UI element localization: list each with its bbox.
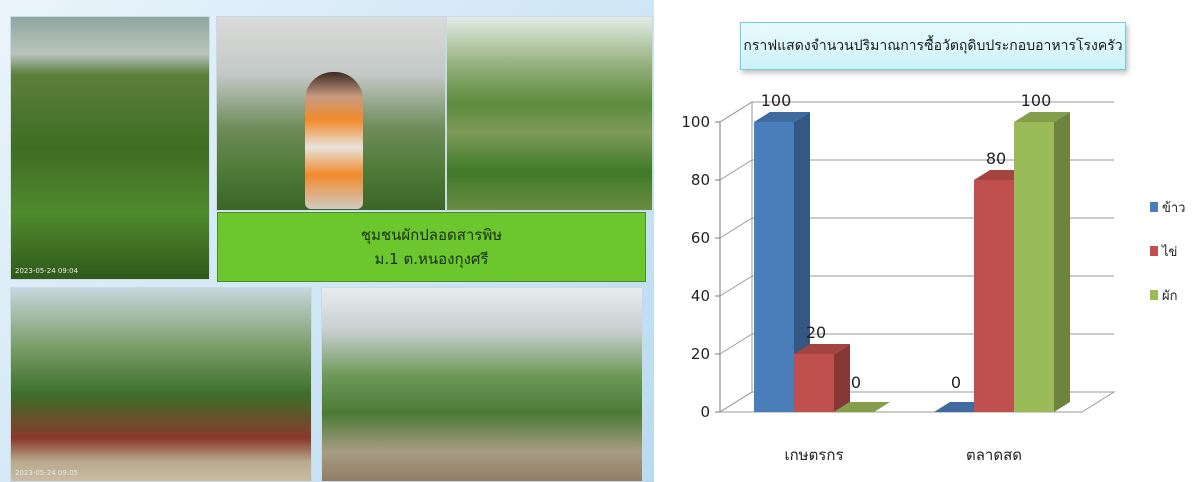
- chart-title: กราฟแสดงจำนวนปริมาณการซื้อวัตถุดิบประกอบ…: [743, 38, 1123, 54]
- gridline-side: [719, 275, 753, 297]
- data-label: 80: [986, 149, 1006, 168]
- bar: [754, 122, 794, 412]
- legend-item: ผัก: [1150, 284, 1186, 306]
- bar-chart: 0 20 40 60 80 100 100 20 0 เกษตรกร 0 80 100 ตลาดสด: [681, 91, 1116, 464]
- bar: [794, 354, 834, 412]
- chart-title-box: กราฟแสดงจำนวนปริมาณการซื้อวัตถุดิบประกอบ…: [740, 22, 1126, 70]
- vegetable-beds-photo: [446, 16, 653, 211]
- legend-item: ข้าว: [1150, 196, 1186, 218]
- farmer-figure: [305, 72, 363, 209]
- caption-line-2: ม.1 ต.หนองกุงศรี: [374, 250, 489, 268]
- y-tick-label: 80: [691, 171, 710, 189]
- bar-side: [834, 344, 850, 412]
- chart-panel: กราฟแสดงจำนวนปริมาณการซื้อวัตถุดิบประกอบ…: [654, 0, 1192, 482]
- chart-legend: ข้าว ไข่ ผัก: [1150, 196, 1186, 328]
- y-tick-label: 100: [681, 113, 710, 131]
- y-tick-label: 20: [691, 345, 710, 363]
- data-label: 100: [761, 91, 792, 110]
- bar: [974, 180, 1014, 412]
- bar: [1014, 122, 1054, 412]
- x-tick-label: ตลาดสด: [966, 446, 1022, 464]
- photo-timestamp: 2023-05-24 09:05: [15, 469, 79, 477]
- legend-swatch: [1150, 202, 1158, 212]
- garden-planters-photo: 2023-05-24 09:05: [10, 287, 312, 482]
- data-label: 20: [806, 323, 826, 342]
- legend-swatch: [1150, 246, 1158, 256]
- gridline-side: [719, 333, 753, 355]
- gridline-side: [719, 101, 753, 123]
- bar-top: [1014, 112, 1070, 122]
- vegetable-garden-photo: 2023-05-24 09:04: [10, 16, 210, 280]
- legend-label: ไข่: [1162, 244, 1178, 260]
- bar-top: [834, 402, 890, 412]
- y-tick-label: 40: [691, 287, 710, 305]
- data-label: 100: [1021, 91, 1052, 110]
- x-tick-label: เกษตรกร: [784, 446, 843, 464]
- shade-net-garden-photo: [321, 287, 643, 482]
- bar-side: [794, 112, 810, 412]
- bar-top: [754, 112, 810, 122]
- caption-line-1: ชุมชนผักปลอดสารพิษ: [360, 226, 503, 244]
- gridline-side: [719, 159, 753, 181]
- bar-top: [794, 344, 850, 354]
- gridline-side: [719, 217, 753, 239]
- data-label: 0: [851, 373, 861, 392]
- photo-timestamp: 2023-05-24 09:04: [15, 267, 79, 275]
- community-caption: ชุมชนผักปลอดสารพิษ ม.1 ต.หนองกุงศรี: [217, 212, 646, 282]
- bar-side: [1054, 112, 1070, 412]
- legend-label: ข้าว: [1162, 200, 1186, 216]
- legend-label: ผัก: [1162, 288, 1178, 304]
- photo-slide: 2023-05-24 09:04 ชุมชนผักปลอดสารพิษ ม.1 …: [0, 0, 654, 482]
- y-tick-label: 60: [691, 229, 710, 247]
- y-tick-label: 0: [700, 403, 710, 421]
- data-label: 0: [951, 373, 961, 392]
- gridline-side: [719, 391, 753, 413]
- legend-swatch: [1150, 290, 1158, 300]
- legend-item: ไข่: [1150, 240, 1186, 262]
